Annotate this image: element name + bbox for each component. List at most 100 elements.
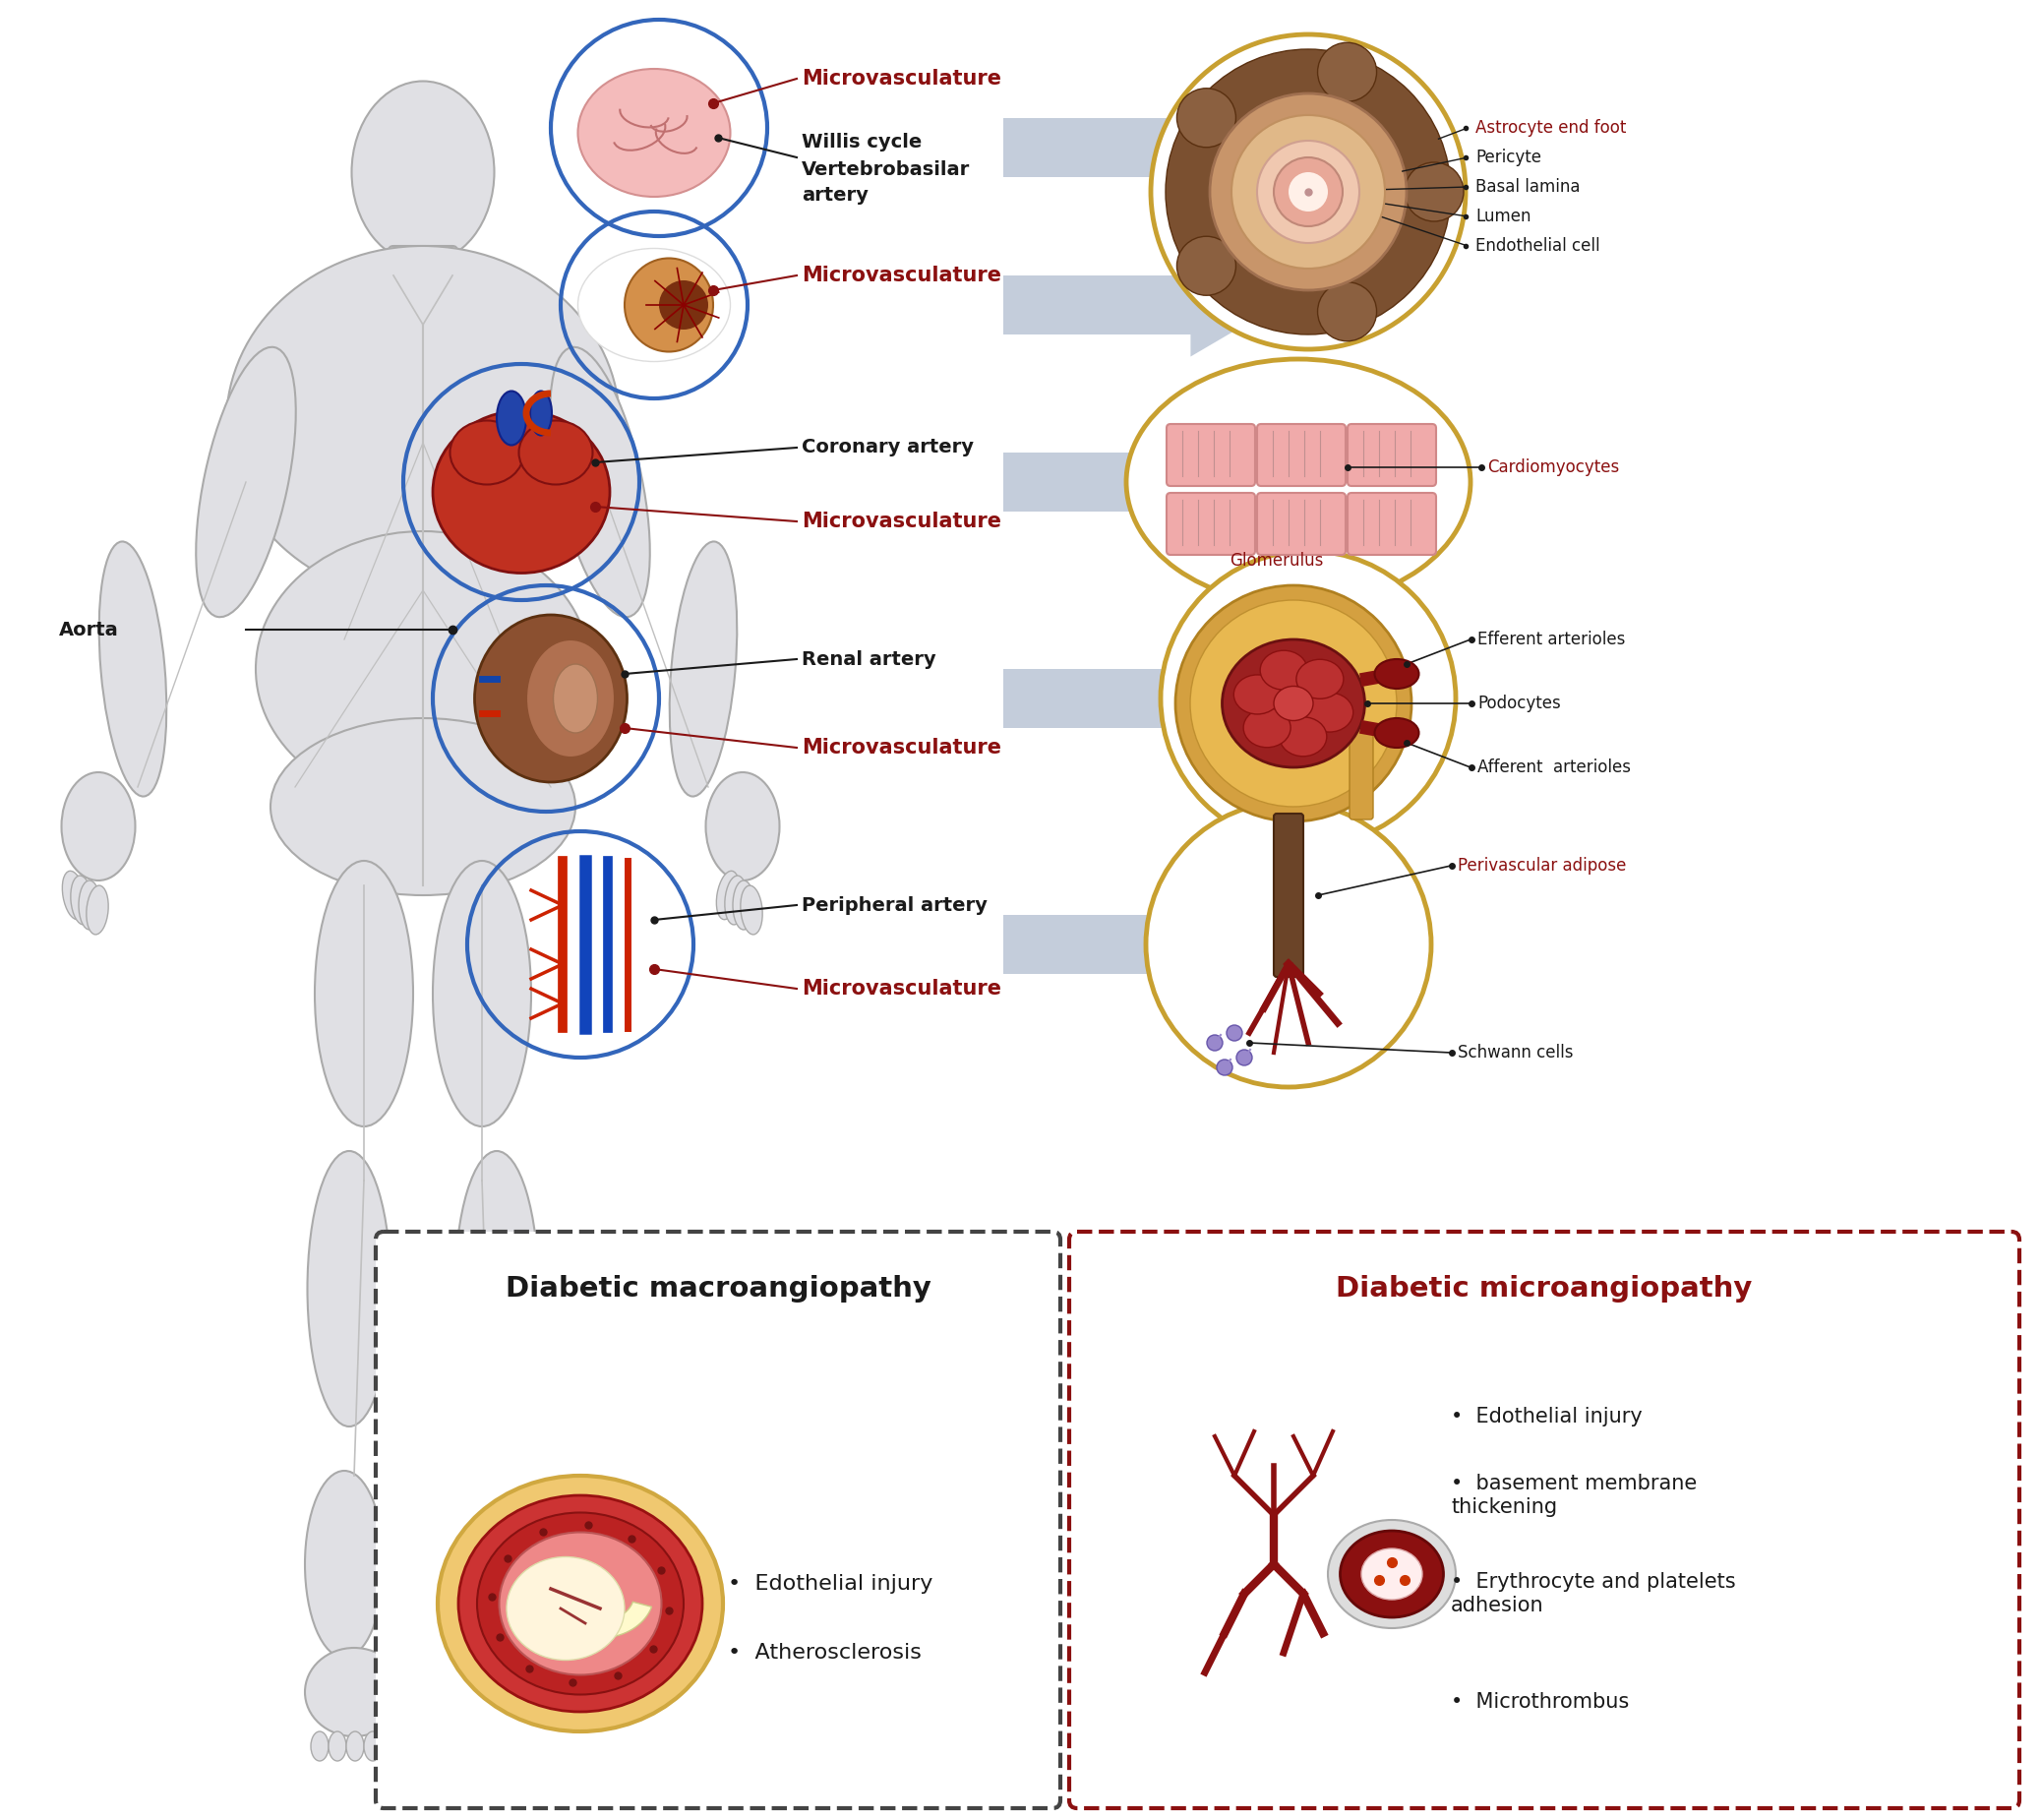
Ellipse shape: [463, 1731, 482, 1762]
Ellipse shape: [1233, 675, 1282, 713]
Ellipse shape: [1127, 359, 1470, 604]
FancyBboxPatch shape: [1167, 424, 1255, 486]
Ellipse shape: [1329, 1520, 1455, 1629]
Ellipse shape: [80, 881, 100, 930]
Text: Coronary artery: Coronary artery: [802, 439, 974, 457]
Ellipse shape: [196, 348, 296, 617]
Text: Microvasculature: Microvasculature: [802, 979, 1002, 999]
Text: artery: artery: [802, 186, 867, 204]
Circle shape: [1151, 35, 1465, 349]
FancyBboxPatch shape: [1069, 1232, 2019, 1809]
Text: Microvasculature: Microvasculature: [802, 69, 1002, 89]
FancyArrow shape: [1004, 253, 1280, 357]
Circle shape: [1257, 140, 1359, 244]
Circle shape: [1404, 162, 1463, 222]
Text: •  Edothelial injury: • Edothelial injury: [1451, 1407, 1643, 1427]
Ellipse shape: [706, 772, 780, 881]
Circle shape: [1318, 282, 1376, 340]
Ellipse shape: [433, 861, 531, 1127]
Ellipse shape: [61, 772, 135, 881]
Ellipse shape: [1306, 693, 1353, 732]
Text: Aorta: Aorta: [59, 621, 118, 639]
Circle shape: [1318, 42, 1376, 102]
Ellipse shape: [310, 1731, 329, 1762]
Text: Renal artery: Renal artery: [802, 650, 937, 668]
Ellipse shape: [443, 1647, 541, 1736]
FancyBboxPatch shape: [1347, 424, 1437, 486]
Ellipse shape: [1274, 686, 1312, 721]
Circle shape: [1178, 237, 1237, 295]
Ellipse shape: [1296, 659, 1343, 699]
Ellipse shape: [329, 1731, 347, 1762]
Ellipse shape: [506, 1556, 625, 1660]
FancyBboxPatch shape: [1257, 424, 1345, 486]
Circle shape: [1216, 1059, 1233, 1076]
FancyBboxPatch shape: [1257, 493, 1345, 555]
Text: Diabetic macroangiopathy: Diabetic macroangiopathy: [506, 1276, 931, 1303]
Ellipse shape: [518, 420, 592, 484]
Text: Microvasculature: Microvasculature: [802, 737, 1002, 757]
Ellipse shape: [347, 1731, 363, 1762]
Text: Basal lamina: Basal lamina: [1476, 178, 1580, 197]
Ellipse shape: [578, 248, 731, 362]
FancyArrow shape: [1004, 96, 1308, 198]
Ellipse shape: [463, 1471, 541, 1658]
Circle shape: [1178, 89, 1237, 147]
Ellipse shape: [500, 1532, 661, 1674]
Ellipse shape: [741, 886, 763, 934]
Ellipse shape: [1223, 639, 1365, 768]
Text: •  Microthrombus: • Microthrombus: [1451, 1693, 1629, 1713]
Ellipse shape: [478, 1512, 684, 1694]
Circle shape: [1176, 586, 1412, 821]
Ellipse shape: [1374, 659, 1418, 688]
Text: Willis cycle: Willis cycle: [802, 133, 923, 153]
Circle shape: [1210, 93, 1406, 289]
FancyBboxPatch shape: [1274, 814, 1304, 977]
Text: Glomerulus: Glomerulus: [1229, 551, 1323, 570]
Ellipse shape: [459, 1496, 702, 1713]
Ellipse shape: [553, 664, 598, 733]
Ellipse shape: [625, 258, 712, 351]
FancyArrow shape: [1004, 646, 1288, 750]
Ellipse shape: [314, 861, 412, 1127]
Ellipse shape: [1243, 708, 1290, 748]
Text: •  Edothelial injury: • Edothelial injury: [729, 1574, 933, 1594]
Circle shape: [1237, 1050, 1251, 1065]
Text: Efferent arterioles: Efferent arterioles: [1478, 630, 1625, 648]
Ellipse shape: [1280, 717, 1327, 757]
FancyArrow shape: [1004, 894, 1280, 996]
Ellipse shape: [227, 246, 620, 601]
Circle shape: [1165, 49, 1451, 335]
Ellipse shape: [496, 391, 527, 446]
Text: Lumen: Lumen: [1476, 207, 1531, 226]
Text: •  basement membrane
thickening: • basement membrane thickening: [1451, 1474, 1696, 1516]
FancyArrow shape: [1004, 430, 1288, 533]
Text: Astrocyte end foot: Astrocyte end foot: [1476, 118, 1627, 136]
Circle shape: [1227, 1025, 1243, 1041]
Ellipse shape: [363, 1731, 382, 1762]
Text: Afferent  arterioles: Afferent arterioles: [1478, 759, 1631, 775]
Text: Podocytes: Podocytes: [1478, 695, 1561, 712]
Ellipse shape: [516, 1731, 535, 1762]
Ellipse shape: [669, 542, 737, 797]
FancyBboxPatch shape: [1349, 724, 1374, 819]
Circle shape: [1145, 803, 1431, 1087]
Ellipse shape: [578, 69, 731, 197]
Text: Vertebrobasilar: Vertebrobasilar: [802, 160, 969, 178]
FancyBboxPatch shape: [1347, 493, 1437, 555]
Text: Schwann cells: Schwann cells: [1457, 1045, 1574, 1061]
Ellipse shape: [449, 420, 525, 484]
Text: Microvasculature: Microvasculature: [802, 266, 1002, 286]
Text: •  Erythrocyte and platelets
adhesion: • Erythrocyte and platelets adhesion: [1451, 1572, 1735, 1614]
Ellipse shape: [551, 348, 649, 617]
FancyBboxPatch shape: [376, 1232, 1061, 1809]
Text: Microvasculature: Microvasculature: [802, 511, 1002, 531]
Circle shape: [1288, 173, 1329, 211]
Ellipse shape: [86, 886, 108, 934]
Ellipse shape: [716, 872, 739, 919]
Ellipse shape: [527, 639, 614, 757]
FancyBboxPatch shape: [1167, 493, 1255, 555]
Ellipse shape: [351, 82, 494, 264]
Text: Endothelial cell: Endothelial cell: [1476, 237, 1600, 255]
Circle shape: [659, 280, 708, 329]
